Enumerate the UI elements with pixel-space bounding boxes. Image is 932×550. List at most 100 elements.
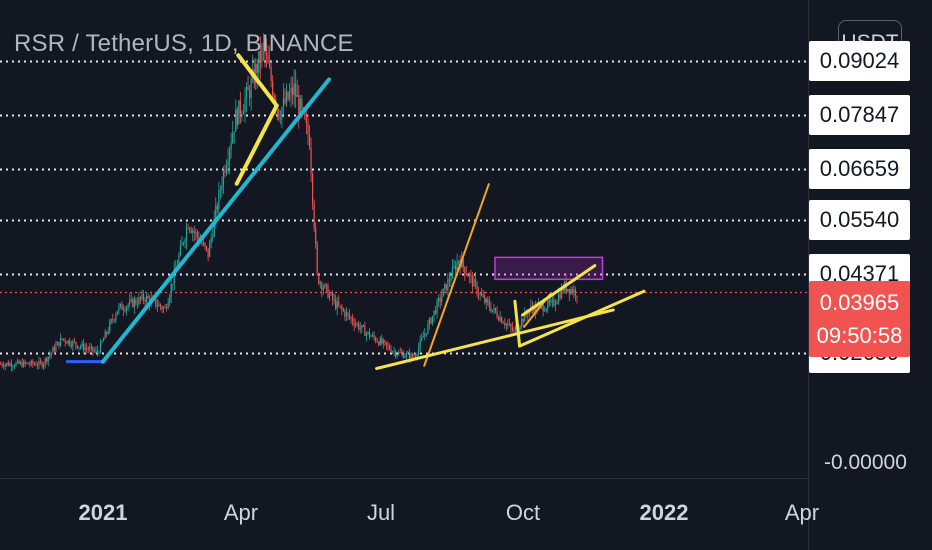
- candle-body: [250, 78, 252, 99]
- candle-body: [55, 345, 57, 352]
- candle: [38, 356, 40, 370]
- candle: [368, 328, 371, 340]
- candle: [419, 335, 421, 352]
- candle-body: [178, 255, 180, 266]
- candle-body: [450, 278, 452, 281]
- candle-body: [438, 298, 440, 301]
- candle-body: [39, 360, 42, 363]
- candle-body: [49, 354, 51, 357]
- candle-body: [350, 317, 352, 319]
- yellow-zigzag-bottom: [234, 103, 279, 186]
- candle-body: [50, 352, 52, 355]
- candle: [556, 299, 558, 305]
- candle-body: [524, 311, 526, 322]
- candle-body: [205, 246, 208, 249]
- candle-body: [444, 284, 446, 289]
- candle-body: [87, 348, 89, 350]
- candle: [573, 284, 575, 298]
- candle: [434, 306, 437, 315]
- candle: [399, 347, 401, 354]
- candle: [567, 288, 569, 293]
- candle-body: [470, 274, 472, 276]
- candle-body: [487, 298, 489, 303]
- candle: [241, 110, 243, 122]
- candle-body: [534, 304, 537, 313]
- candle-body: [84, 347, 86, 351]
- candle-body: [273, 94, 275, 99]
- candle: [278, 108, 280, 122]
- candle: [169, 293, 171, 307]
- candle: [342, 307, 344, 313]
- candle: [445, 284, 447, 292]
- candle-body: [497, 317, 500, 321]
- candle: [252, 54, 254, 83]
- candle: [404, 353, 406, 359]
- candle-body: [393, 351, 395, 353]
- candle: [224, 164, 226, 178]
- candle-body: [547, 300, 549, 309]
- candle-body: [290, 87, 292, 94]
- yellow-zigzag-top: [236, 53, 279, 108]
- candle-body: [244, 98, 246, 112]
- candle-body: [544, 310, 546, 312]
- candle: [545, 307, 547, 313]
- candle: [209, 239, 211, 258]
- candle-body: [308, 135, 311, 148]
- candle: [50, 351, 52, 359]
- candle: [285, 83, 288, 108]
- candle-body: [476, 283, 478, 294]
- candle-body: [18, 360, 20, 364]
- candle-body: [210, 237, 212, 243]
- candle: [93, 347, 95, 354]
- candle-body: [396, 354, 398, 357]
- candle-body: [419, 339, 421, 347]
- candle: [484, 291, 486, 305]
- cyan-trendline: [101, 77, 331, 364]
- candle-body: [164, 307, 166, 309]
- candle: [362, 324, 364, 328]
- candle: [458, 259, 460, 266]
- candle-body: [479, 293, 481, 295]
- candle: [136, 297, 138, 309]
- candle-body: [189, 228, 191, 230]
- candle-body: [106, 332, 108, 334]
- candle: [328, 289, 331, 301]
- candle-body: [567, 288, 569, 291]
- candle-body: [318, 273, 320, 284]
- candle: [290, 76, 292, 108]
- candle-body: [292, 87, 294, 96]
- candle-body: [501, 317, 503, 323]
- candle-body: [279, 118, 281, 120]
- candle-body: [70, 344, 72, 347]
- candle: [324, 282, 326, 289]
- candle-body: [236, 109, 238, 125]
- candle: [319, 280, 321, 289]
- candle: [551, 294, 553, 308]
- candles: [0, 33, 578, 372]
- candle-body: [142, 294, 145, 300]
- price-label: 0.07847: [809, 95, 910, 135]
- candle-body: [362, 325, 364, 327]
- candle: [511, 321, 514, 333]
- candle-body: [10, 363, 12, 367]
- candle: [411, 352, 414, 359]
- candle: [73, 337, 75, 344]
- candle-body: [118, 306, 120, 311]
- candle-body: [351, 318, 354, 323]
- candle: [193, 225, 195, 242]
- candle: [568, 288, 570, 302]
- candle: [221, 176, 223, 197]
- candle-body: [295, 83, 297, 97]
- candle-body: [464, 266, 466, 274]
- candle: [218, 181, 220, 220]
- candle-body: [568, 288, 570, 294]
- candle-body: [570, 289, 572, 294]
- candle-body: [86, 347, 88, 349]
- candle: [245, 82, 248, 113]
- candle-body: [132, 298, 134, 307]
- candle-body: [46, 358, 48, 362]
- time-tick-label: Apr: [784, 500, 820, 525]
- candle: [521, 315, 523, 330]
